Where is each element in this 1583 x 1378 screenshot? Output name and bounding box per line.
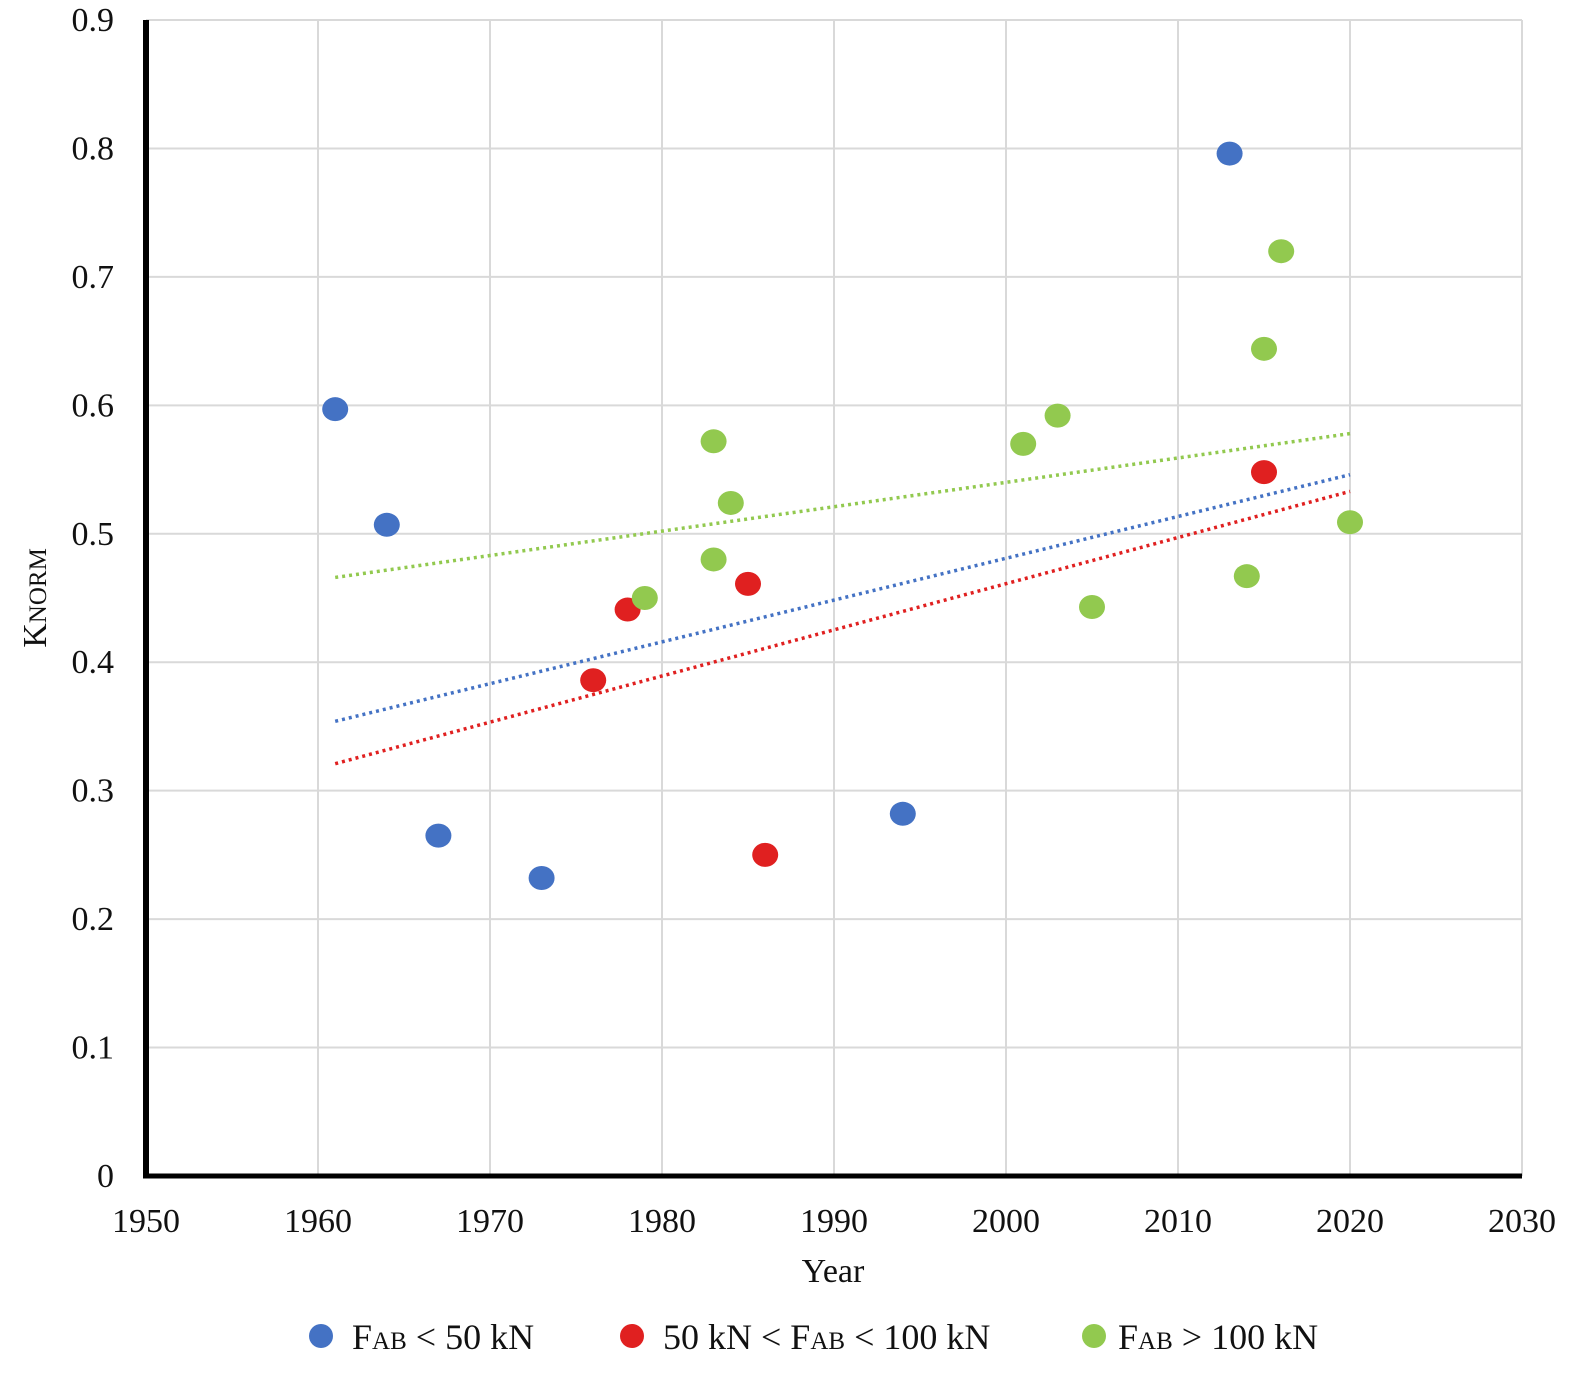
data-point — [631, 586, 658, 610]
legend-label: 50 kN < FAB < 100 kN — [663, 1317, 990, 1357]
data-point — [1268, 239, 1295, 264]
data-point — [1010, 431, 1037, 456]
data-point — [1079, 594, 1105, 619]
trendline — [334, 489, 1351, 766]
legend-marker — [620, 1324, 644, 1348]
y-tick-label: 0.6 — [72, 387, 115, 424]
y-tick-label: 0.7 — [72, 259, 115, 296]
x-tick-label: 1980 — [628, 1203, 696, 1240]
data-point — [1233, 564, 1260, 589]
y-tick-label: 0 — [97, 1158, 114, 1195]
y-tick-label: 0.4 — [72, 644, 115, 681]
y-tick-label: 0.9 — [72, 2, 115, 39]
x-axis-title: Year — [802, 1253, 865, 1290]
trendlines — [334, 431, 1351, 766]
y-tick-label: 0.8 — [72, 130, 115, 167]
data-point — [425, 823, 452, 848]
data-point — [735, 571, 761, 596]
x-tick-label: 2020 — [1316, 1203, 1384, 1240]
x-tick-label: 1990 — [800, 1203, 868, 1240]
data-point — [322, 397, 349, 422]
y-tick-label: 0.1 — [72, 1030, 115, 1067]
y-tick-label: 0.5 — [72, 516, 115, 553]
x-tick-label: 2030 — [1488, 1203, 1556, 1240]
data-point — [717, 490, 744, 515]
data-point — [1337, 510, 1363, 535]
x-tick-label: 1950 — [112, 1203, 180, 1240]
legend: FAB < 50 kN 50 kN < FAB < 100 kN FAB > 100… — [309, 1317, 1318, 1357]
data-points — [322, 141, 1363, 891]
data-point — [1251, 460, 1277, 485]
x-tick-label: 2010 — [1144, 1203, 1212, 1240]
data-point — [1216, 141, 1243, 166]
data-point — [700, 429, 727, 454]
gridlines — [146, 19, 1523, 1176]
y-tick-labels: 0 0.1 0.2 0.3 0.4 0.5 0.6 0.7 0.8 0.9 — [72, 2, 115, 1195]
data-point — [1251, 336, 1277, 361]
legend-label: FAB < 50 kN — [352, 1317, 534, 1357]
trendline — [334, 472, 1351, 724]
x-tick-label: 1960 — [284, 1203, 352, 1240]
axes — [143, 20, 1522, 1179]
legend-label: FAB > 100 kN — [1118, 1317, 1318, 1357]
data-point — [889, 801, 916, 826]
x-tick-label: 1970 — [456, 1203, 524, 1240]
legend-marker — [1082, 1324, 1106, 1348]
y-tick-label: 0.2 — [72, 901, 115, 938]
data-point — [373, 512, 400, 537]
data-point — [752, 842, 779, 867]
y-axis-title: KNORM — [17, 548, 54, 648]
data-point — [580, 668, 607, 693]
data-point — [700, 547, 727, 572]
x-tick-labels: 1950 1960 1970 1980 1990 2000 2010 2020 2030 — [112, 1203, 1556, 1240]
data-point — [1044, 403, 1071, 428]
y-tick-label: 0.3 — [72, 773, 115, 810]
data-point — [528, 866, 555, 891]
legend-marker — [309, 1324, 333, 1348]
x-tick-label: 2000 — [972, 1203, 1040, 1240]
trendline — [334, 431, 1351, 580]
